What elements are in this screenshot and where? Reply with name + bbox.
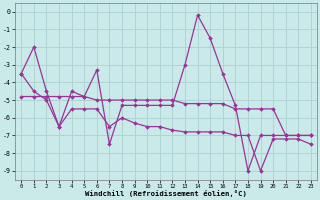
- X-axis label: Windchill (Refroidissement éolien,°C): Windchill (Refroidissement éolien,°C): [85, 190, 247, 197]
